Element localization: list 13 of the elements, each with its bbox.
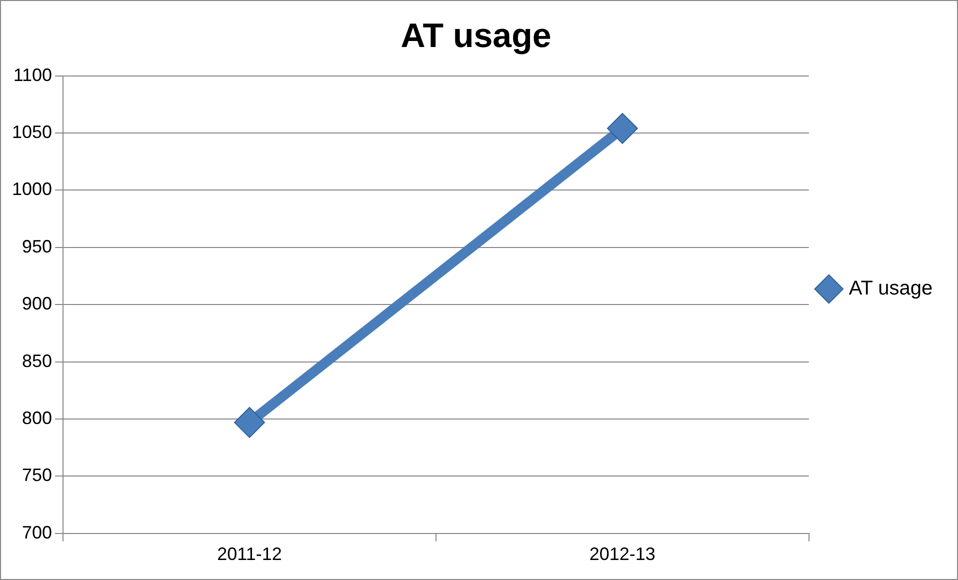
y-tick-label: 850 (22, 350, 52, 371)
y-tick-label: 900 (22, 294, 52, 314)
legend-label: AT usage (848, 278, 933, 300)
y-tick-label: 1100 (13, 64, 52, 85)
x-tick-label: 2012-13 (589, 544, 656, 564)
y-tick-label: 800 (22, 408, 52, 428)
y-tick-label: 700 (22, 522, 52, 542)
x-tick-label: 2011-12 (217, 544, 282, 564)
y-tick-label: 1050 (12, 122, 52, 142)
y-tick-label: 950 (22, 236, 52, 256)
y-tick-label: 1000 (12, 179, 52, 200)
chart-title: AT usage (400, 16, 552, 55)
y-tick-label: 750 (22, 465, 52, 486)
